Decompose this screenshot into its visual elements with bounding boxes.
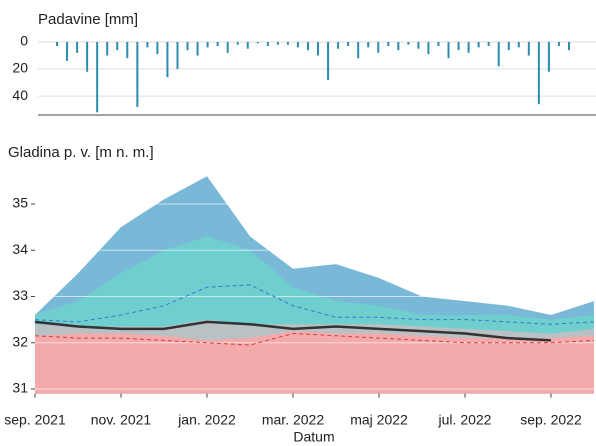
x-tick-label: sep. 2021 [4,412,66,428]
level-line [34,320,552,342]
precip-bar [437,42,440,47]
precip-bar [116,42,119,51]
precip-bar [276,42,279,45]
precip-bar [86,42,89,72]
precip-bar [537,42,540,105]
precip-bar [146,42,149,48]
precip-bar [477,42,480,48]
precip-bar [337,42,340,49]
panel-title: Padavine [mm] [38,11,138,28]
precip-bar [567,42,570,51]
precip-bar [557,42,560,47]
precip-bar [367,42,370,48]
precip-bar [467,42,470,53]
precip-bar [236,42,239,45]
y-tick-label: 34 [12,241,28,257]
precip-bar [206,42,209,48]
precip-bar [56,42,59,47]
panel-title: Gladina p. v. [m n. m.] [8,144,154,161]
y-tick-label: 31 [12,380,28,396]
y-tick-label: 40 [12,87,28,103]
precip-bar [487,42,490,47]
precip-bar [407,42,410,45]
precip-bar [317,42,320,56]
precip-bar [66,42,69,61]
precip-bar [397,42,400,51]
precip-bar [327,42,330,80]
precip-bar [527,42,530,56]
precip-bar [517,42,520,48]
precip-bar [96,42,99,113]
precip-bar [286,42,289,45]
precip-bar [357,42,360,59]
precip-bar [256,42,259,44]
precip-bar [186,42,189,51]
precip-bar [377,42,380,53]
precip-bar [447,42,450,59]
x-tick-label: sep. 2022 [520,412,582,428]
y-tick-label: 35 [12,195,28,211]
precip-bar [246,42,249,49]
x-tick-label: mar. 2022 [262,412,324,428]
precip-bar [266,42,269,47]
y-tick-label: 32 [12,333,28,349]
precip-bar [216,42,219,47]
precip-bar [296,42,299,48]
precip-bar [126,42,129,59]
precip-bar [427,42,430,55]
precip-bar [226,42,229,53]
precip-bar [497,42,500,67]
precip-bar [176,42,179,70]
y-tick-label: 33 [12,287,28,303]
precip-bar [347,42,350,47]
x-tick-label: maj 2022 [350,412,408,428]
precip-bar [306,42,309,51]
precip-bar [76,42,79,53]
level-line [34,284,595,325]
y-tick-label: 0 [20,33,28,49]
precip-bar [387,42,390,47]
precip-bar [507,42,510,51]
x-axis-label: Datum [293,429,334,445]
precip-bar [136,42,139,107]
precip-bar [166,42,169,78]
band-area [35,331,594,394]
level-line [34,332,595,346]
precip-bar [417,42,420,49]
y-tick-label: 20 [12,60,28,76]
precip-bar [547,42,550,72]
precip-bar [156,42,159,55]
precip-bar [457,42,460,51]
precip-bar [106,42,109,56]
x-tick-label: nov. 2021 [91,412,152,428]
precip-bar [196,42,199,56]
x-tick-label: jul. 2022 [438,412,492,428]
x-tick-label: jan. 2022 [177,412,236,428]
